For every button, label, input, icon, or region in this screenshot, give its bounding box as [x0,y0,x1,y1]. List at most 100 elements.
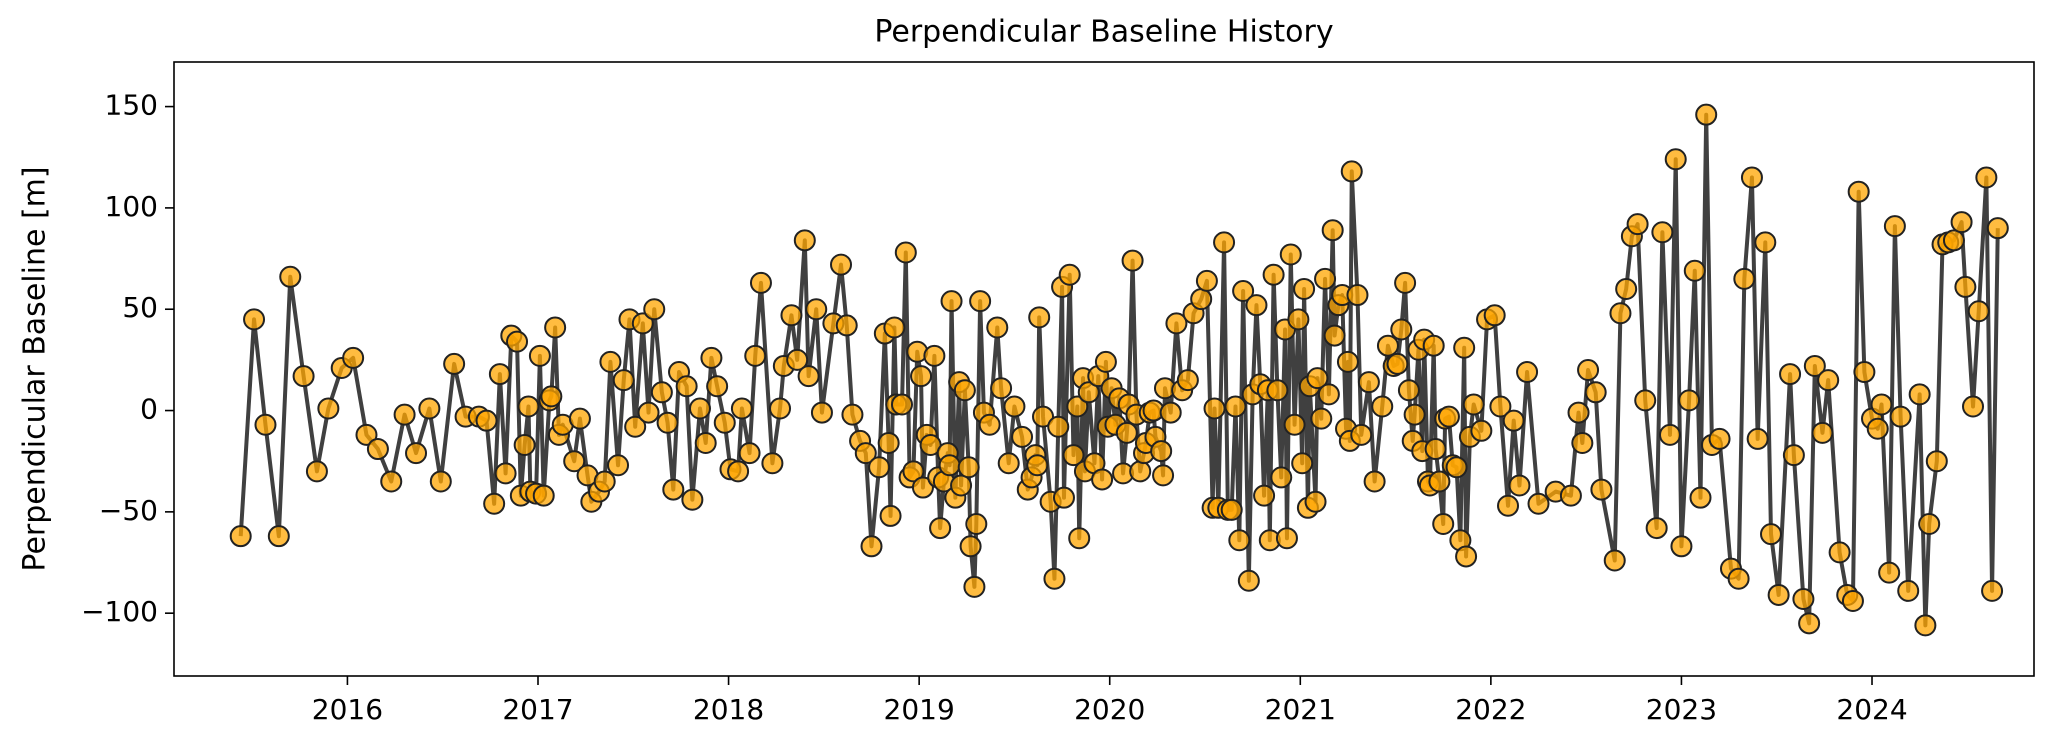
data-point [997,452,1020,475]
data-point [1445,456,1468,479]
data-point [1121,249,1144,272]
data-point [1203,397,1226,420]
data-point [1878,561,1901,584]
data-point [1603,549,1626,572]
data-point [393,403,416,426]
data-point [1262,263,1285,286]
data-point [563,450,586,473]
data-point [1740,166,1763,189]
data-point [957,456,980,479]
data-point [254,413,277,436]
data-point [1428,470,1451,493]
data-point [1346,284,1369,307]
data-point [1634,389,1657,412]
data-point [593,470,616,493]
data-point [1304,490,1327,513]
data-point [317,397,340,420]
data-point [1032,405,1055,428]
data-point [1779,363,1802,386]
x-tick-label: 2022 [1455,693,1526,726]
data-point [1590,478,1613,501]
data-point [1981,579,2004,602]
data-point [429,470,452,493]
data-point [1068,527,1091,550]
data-point [405,442,428,465]
data-point [1883,215,1906,238]
data-point [797,365,820,388]
data-point [506,330,529,353]
data-point [1062,444,1085,467]
data-point [612,369,635,392]
data-point [1925,450,1948,473]
data-point [769,397,792,420]
data-point [700,346,723,369]
data-point [1967,300,1990,323]
data-point [568,407,591,430]
data-point [1453,336,1476,359]
data-point [544,316,567,339]
data-point [929,517,952,540]
data-point [1798,612,1821,635]
data-point [805,298,828,321]
data-point [1340,160,1363,183]
data-point [607,454,630,477]
data-point [1066,395,1089,418]
data-point [883,316,906,339]
data-point [443,352,466,375]
data-point [624,415,647,438]
data-point [1847,180,1870,203]
data-point [267,525,290,548]
data-point [1058,263,1081,286]
data-point [1954,275,1977,298]
data-point [1841,590,1864,613]
y-axis-label: Perpendicular Baseline [m] [18,166,53,571]
data-point [738,442,761,465]
data-point [279,265,302,288]
data-point [1232,279,1255,302]
data-point [1559,484,1582,507]
data-point [366,438,389,461]
y-tick-label: −100 [81,595,158,628]
data-point [1803,354,1826,377]
data-point [532,484,555,507]
data-point [706,375,729,398]
data-point [1811,421,1834,444]
data-point [637,401,660,424]
data-point [540,385,563,408]
data-point [1371,395,1394,418]
data-point [1291,452,1314,475]
data-point [1782,444,1805,467]
data-point [749,271,772,294]
data-point [1253,484,1276,507]
data-point [1567,401,1590,424]
plot-area [229,103,2009,637]
data-point [418,397,441,420]
data-point [1584,381,1607,404]
data-point [854,442,877,465]
data-point [1483,304,1506,327]
data-point [1897,579,1920,602]
data-point [810,401,833,424]
data-point [1908,383,1931,406]
data-point [761,452,784,475]
data-point [599,350,622,373]
data-point [1028,306,1051,329]
data-point [1527,492,1550,515]
data-point [1455,545,1478,568]
data-point [986,316,1009,339]
data-point [1975,166,1998,189]
data-point [1052,486,1075,509]
data-point [1727,567,1750,590]
data-point [713,411,736,434]
data-point [1609,302,1632,325]
data-point [938,454,961,477]
data-point [229,525,252,548]
data-point [1760,523,1783,546]
data-point [1047,415,1070,438]
data-point [1437,405,1460,428]
data-point [1011,425,1034,448]
data-point [1323,324,1346,347]
data-point [1270,466,1293,489]
data-point [1363,470,1386,493]
data-point [953,379,976,402]
